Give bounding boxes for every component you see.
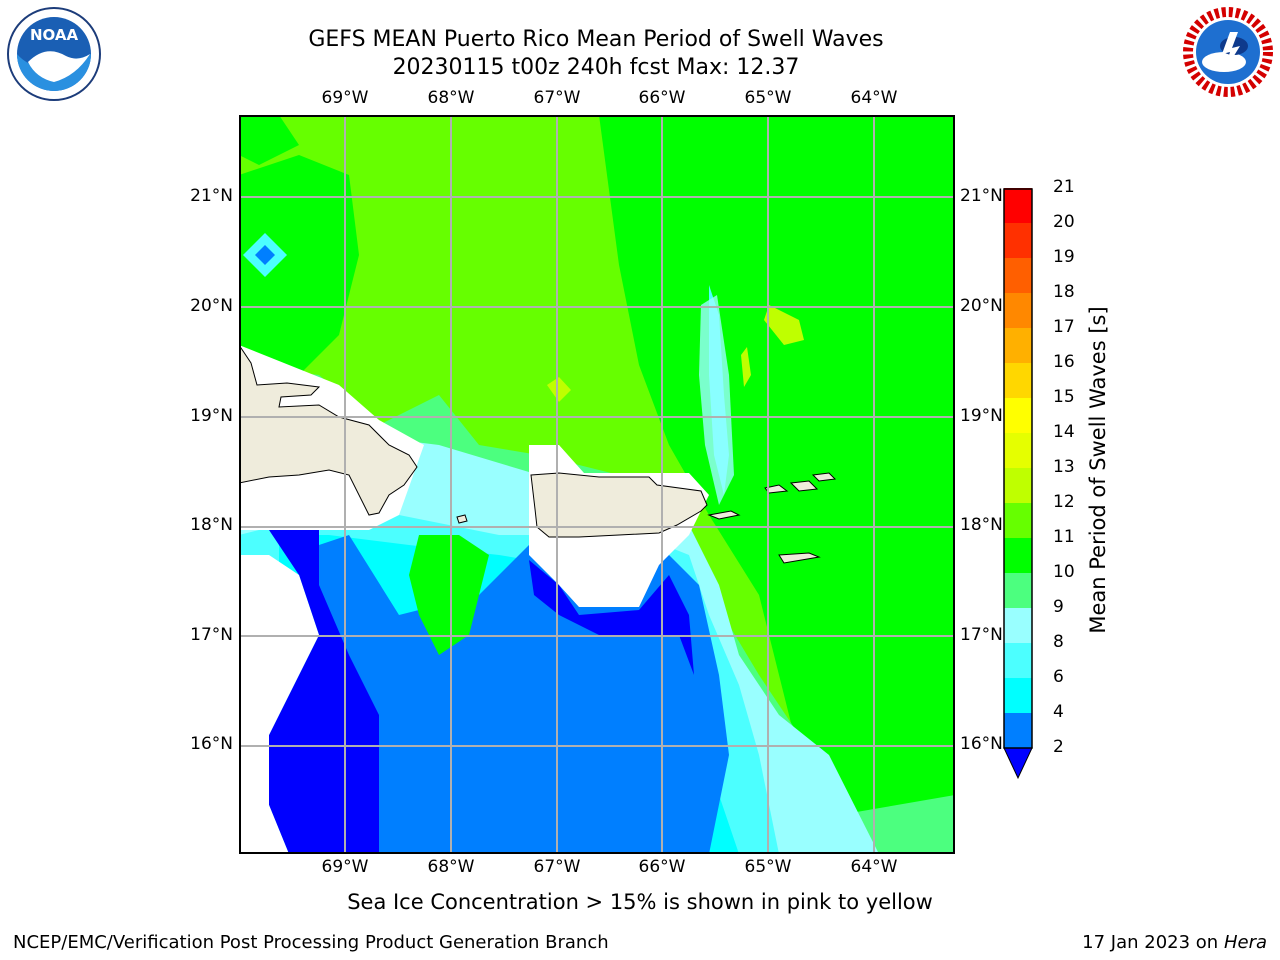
lat-label-right-21n: 21°N	[960, 186, 1003, 206]
colorbar-tick-13: 13	[1053, 457, 1075, 477]
colorbar-label: Mean Period of Swell Waves [s]	[1086, 306, 1110, 634]
lon-label-top-69w: 69°W	[321, 88, 369, 108]
lat-label-left-21n: 21°N	[190, 186, 233, 206]
colorbar-tick-2: 2	[1053, 737, 1064, 757]
lon-label-bottom-67w: 67°W	[533, 857, 581, 877]
colorbar-box	[1004, 223, 1032, 258]
colorbar-box	[1004, 538, 1032, 573]
colorbar-box	[1004, 258, 1032, 293]
colorbar-tick-8: 8	[1053, 632, 1064, 652]
lon-label-bottom-68w: 68°W	[427, 857, 475, 877]
lon-label-top-66w: 66°W	[638, 88, 686, 108]
colorbar-extend-arrow	[1003, 747, 1033, 780]
field-10-11-east	[599, 115, 955, 854]
lon-label-top-67w: 67°W	[533, 88, 581, 108]
noaa-logo: NOAA	[6, 4, 102, 104]
lat-label-left-19n: 19°N	[190, 406, 233, 426]
map-gridlines	[239, 115, 955, 854]
field-lt-2-west	[269, 530, 379, 854]
field-light-streak	[699, 295, 734, 505]
land-hispaniola	[239, 344, 418, 516]
lat-label-left-16n: 16°N	[190, 734, 233, 754]
lon-label-top-65w: 65°W	[744, 88, 792, 108]
colorbar-tick-14: 14	[1053, 422, 1075, 442]
lat-label-right-16n: 16°N	[960, 734, 1003, 754]
colorbar-box	[1004, 363, 1032, 398]
noaa-logo-text: NOAA	[30, 26, 79, 44]
lon-label-bottom-66w: 66°W	[638, 857, 686, 877]
colorbar-tick-9: 9	[1053, 597, 1064, 617]
colorbar-box	[1004, 503, 1032, 538]
colorbar-box	[1004, 293, 1032, 328]
colorbar-tick-19: 19	[1053, 247, 1075, 267]
colorbar-box	[1004, 608, 1032, 643]
colorbar-svg	[1003, 188, 1033, 780]
footer-branch: NCEP/EMC/Verification Post Processing Pr…	[13, 932, 609, 953]
field-10-11-west	[239, 155, 359, 375]
field-12-13-patch3	[741, 347, 751, 387]
lon-label-bottom-65w: 65°W	[744, 857, 792, 877]
footer-date: 17 Jan 2023 on Hera	[1082, 932, 1267, 953]
lon-label-bottom-69w: 69°W	[321, 857, 369, 877]
lat-label-left-17n: 17°N	[190, 625, 233, 645]
field-blue-spot-core	[255, 245, 275, 265]
field-green-tongue	[409, 535, 489, 655]
lat-label-right-18n: 18°N	[960, 515, 1003, 535]
lat-label-left-18n: 18°N	[190, 515, 233, 535]
colorbar-tick-17: 17	[1053, 317, 1075, 337]
colorbar	[1003, 188, 1053, 788]
sea-ice-note: Sea Ice Concentration > 15% is shown in …	[347, 890, 933, 914]
footer-date-text: 17 Jan 2023 on	[1082, 932, 1224, 953]
field-12-13-patch2	[547, 377, 571, 402]
map-panel	[239, 115, 955, 854]
colorbar-tick-18: 18	[1053, 282, 1075, 302]
colorbar-box	[1004, 573, 1032, 608]
colorbar-box	[1004, 713, 1032, 748]
chart-subtitle: 20230115 t00z 240h fcst Max: 12.37	[392, 55, 800, 80]
colorbar-tick-10: 10	[1053, 562, 1075, 582]
lat-label-left-20n: 20°N	[190, 296, 233, 316]
colorbar-tick-4: 4	[1053, 702, 1064, 722]
colorbar-tick-15: 15	[1053, 387, 1075, 407]
land-st-croix	[778, 552, 821, 564]
colorbar-tick-20: 20	[1053, 212, 1075, 232]
lat-label-right-17n: 17°N	[960, 625, 1003, 645]
field-10-11-north	[239, 115, 299, 165]
nws-logo	[1178, 2, 1278, 102]
land-mona	[456, 514, 468, 524]
colorbar-box	[1004, 643, 1032, 678]
lat-label-right-19n: 19°N	[960, 406, 1003, 426]
colorbar-box	[1004, 188, 1032, 223]
colorbar-tick-12: 12	[1053, 492, 1075, 512]
masked-area-southwest	[239, 555, 319, 854]
colorbar-box	[1004, 433, 1032, 468]
land-vieques	[707, 510, 741, 520]
chart-title: GEFS MEAN Puerto Rico Mean Period of Swe…	[308, 27, 884, 52]
lat-label-right-20n: 20°N	[960, 296, 1003, 316]
field-lt-2-mid	[529, 560, 694, 675]
colorbar-tick-6: 6	[1053, 667, 1064, 687]
colorbar-tick-16: 16	[1053, 352, 1075, 372]
lon-label-top-68w: 68°W	[427, 88, 475, 108]
colorbar-box	[1004, 678, 1032, 713]
colorbar-frame	[1003, 188, 1033, 749]
colorbar-box	[1004, 468, 1032, 503]
colorbar-box	[1004, 398, 1032, 433]
map-svg	[239, 115, 955, 854]
colorbar-tick-11: 11	[1053, 527, 1075, 547]
footer-host: Hera	[1223, 932, 1267, 953]
lon-label-bottom-64w: 64°W	[850, 857, 898, 877]
lon-label-top-64w: 64°W	[850, 88, 898, 108]
colorbar-box	[1004, 328, 1032, 363]
colorbar-tick-21: 21	[1053, 177, 1075, 197]
map-frame	[239, 115, 955, 854]
field-12-13-patch1	[764, 305, 804, 345]
